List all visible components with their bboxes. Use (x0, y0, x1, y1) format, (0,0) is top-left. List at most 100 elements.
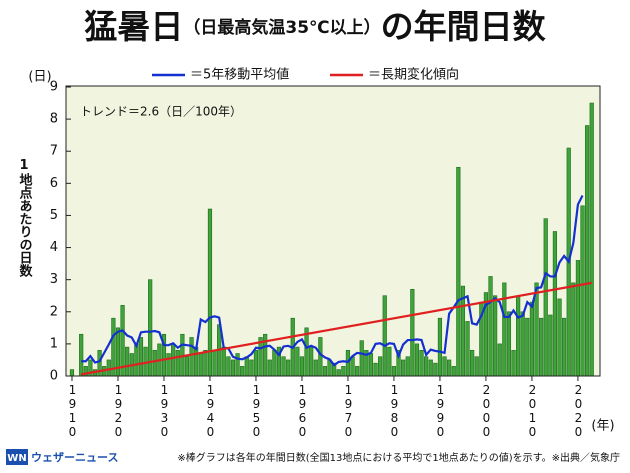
bar (378, 356, 383, 377)
bar (350, 356, 355, 377)
bar (520, 311, 525, 377)
x-tick-label: 2020 (571, 383, 585, 439)
bar (313, 359, 318, 377)
bar (451, 366, 456, 377)
bar (230, 359, 236, 377)
bar (345, 350, 351, 377)
bar (299, 356, 305, 377)
title-paren: （日最高気温35℃以上） (183, 17, 380, 38)
bar (506, 311, 512, 377)
bar (433, 362, 438, 377)
bar (69, 369, 75, 377)
bar (189, 337, 194, 377)
x-tick-label: 1930 (157, 383, 171, 439)
bar (548, 314, 553, 377)
y-axis-label: 1地点あたりの日数 (17, 158, 33, 278)
bar (267, 359, 272, 377)
bar (447, 359, 452, 377)
bar (171, 343, 176, 377)
y-tick-label: 3 (50, 272, 58, 287)
bar (249, 359, 254, 377)
line-series (80, 281, 592, 376)
bar (497, 343, 502, 377)
bar (571, 282, 576, 377)
y-tick-label: 9 (50, 80, 58, 95)
bar (470, 350, 475, 377)
bar (465, 321, 470, 377)
bar (359, 340, 364, 377)
bar (456, 166, 461, 377)
bar (368, 353, 374, 377)
bar (437, 317, 443, 377)
bar (336, 369, 341, 377)
legend-label: ＝5年移動平均値 (190, 67, 289, 83)
bar (580, 205, 585, 377)
bar (318, 337, 323, 377)
y-tick-label: 8 (50, 112, 58, 127)
x-unit: (年) (591, 419, 614, 434)
bar (184, 356, 190, 377)
bar (152, 350, 157, 377)
bar (516, 295, 521, 377)
x-tick-label: 1910 (65, 383, 79, 439)
bar (428, 359, 433, 377)
bar (322, 366, 328, 377)
y-tick-label: 4 (50, 240, 58, 255)
x-tick-label: 1920 (111, 383, 125, 439)
annotation: トレンド＝2.6（日／100年） (80, 105, 242, 119)
bar (488, 276, 493, 377)
bar (525, 317, 530, 377)
bar (552, 231, 558, 377)
bar (585, 125, 590, 377)
logo-text: ウェザーニュース (31, 451, 118, 464)
bar (253, 350, 259, 377)
bar (281, 356, 286, 377)
bar (221, 346, 226, 377)
bar (529, 301, 535, 377)
bar (562, 317, 567, 377)
y-tick-label: 2 (50, 304, 58, 319)
bar (419, 350, 424, 377)
bar (589, 102, 594, 377)
bar (175, 350, 180, 377)
bar (355, 366, 360, 377)
bar (387, 346, 392, 377)
x-tick-label: 1950 (249, 383, 263, 439)
bar (557, 298, 562, 377)
line-series (81, 195, 584, 367)
bar (240, 366, 245, 377)
bar (511, 350, 516, 377)
bar (575, 260, 581, 377)
logo-box (6, 449, 28, 465)
bar (203, 350, 208, 377)
x-tick-label: 1980 (387, 383, 401, 439)
x-tick-label: 1960 (295, 383, 309, 439)
y-unit: (日) (28, 70, 51, 85)
bar (410, 288, 415, 377)
bar (106, 359, 111, 377)
bar (286, 359, 291, 377)
bar (442, 356, 447, 377)
bar (79, 333, 84, 377)
title-tail: の年間日数 (381, 7, 547, 46)
y-tick-label: 7 (50, 144, 58, 159)
bar (493, 295, 498, 377)
y-tick-label: 5 (50, 208, 58, 223)
x-tick-label: 2010 (525, 383, 539, 439)
logo-mark: WN (7, 453, 26, 464)
bar (166, 353, 171, 377)
plot-frame (65, 85, 601, 377)
bar (391, 366, 397, 377)
chart-title: 猛暑日（日最高気温35℃以上）の年間日数 (84, 7, 546, 46)
bar (373, 362, 378, 377)
bar (134, 343, 139, 377)
x-tick-label: 1940 (203, 383, 217, 439)
bar (401, 359, 406, 377)
bar (120, 305, 125, 377)
title-main: 猛暑日 (84, 7, 183, 46)
bar (235, 353, 240, 377)
bar (125, 346, 130, 377)
bar (212, 350, 217, 377)
bar (424, 356, 429, 377)
y-tick-label: 1 (50, 336, 58, 351)
